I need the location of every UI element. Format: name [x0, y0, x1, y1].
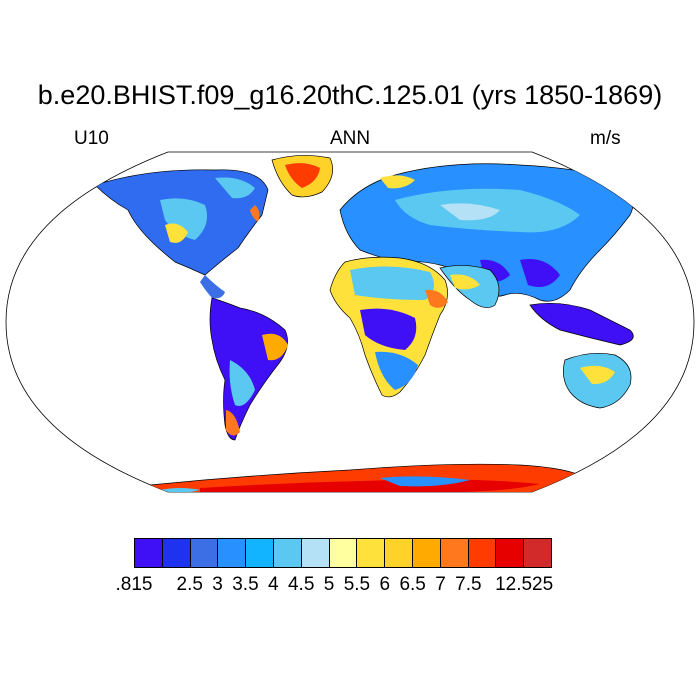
africa [329, 256, 448, 398]
colorbar-box [218, 539, 247, 567]
maritime-continent [529, 303, 634, 346]
colorbar-box [496, 539, 525, 567]
variable-label: U10 [74, 128, 109, 149]
colorbar-box [246, 539, 274, 567]
colorbar-box [440, 539, 469, 567]
colorbar-label: 6 [379, 574, 391, 595]
antarctica [149, 463, 586, 492]
greenland [271, 155, 333, 198]
eurasia [339, 163, 634, 302]
colorbar-box [162, 539, 191, 567]
colorbar-labels: .815 2.5 3 3.5 4 4.5 5 5.5 6 6.5 7 7.5 12.525 [0, 574, 700, 600]
colorbar-label: 2.5 [176, 574, 203, 595]
australia [563, 353, 632, 409]
colorbar-box [357, 539, 386, 567]
colorbar-label: 4 [268, 574, 279, 595]
colorbar-label: 7.5 [455, 574, 482, 595]
colorbar-box [301, 539, 330, 567]
colorbar [134, 538, 552, 568]
colorbar-label: 7 [435, 574, 446, 595]
colorbar-label: 4.5 [287, 574, 315, 595]
colorbar-label: 12.525 [495, 574, 554, 595]
colorbar-box [135, 539, 163, 567]
colorbar-label: 6.5 [399, 574, 426, 595]
units-label: m/s [590, 128, 621, 149]
colorbar-box [385, 539, 413, 567]
colorbar-box [468, 539, 497, 567]
colorbar-box [190, 539, 219, 567]
map-title: b.e20.BHIST.f09_g16.20thC.125.01 (yrs 18… [37, 80, 663, 110]
colorbar-box [273, 539, 302, 567]
colorbar-label: 5.5 [343, 574, 371, 595]
colorbar-box [329, 539, 358, 567]
colorbar-label: 3.5 [232, 574, 259, 595]
colorbar-label: 3 [212, 574, 223, 595]
colorbar-label: 5 [323, 574, 335, 595]
south-asia [439, 265, 500, 308]
south-america [209, 297, 288, 441]
colorbar-label: .815 [115, 574, 153, 595]
colorbar-box [412, 539, 441, 567]
north-america [94, 169, 269, 299]
colorbar-box [524, 539, 551, 567]
season-label: ANN [329, 128, 371, 149]
